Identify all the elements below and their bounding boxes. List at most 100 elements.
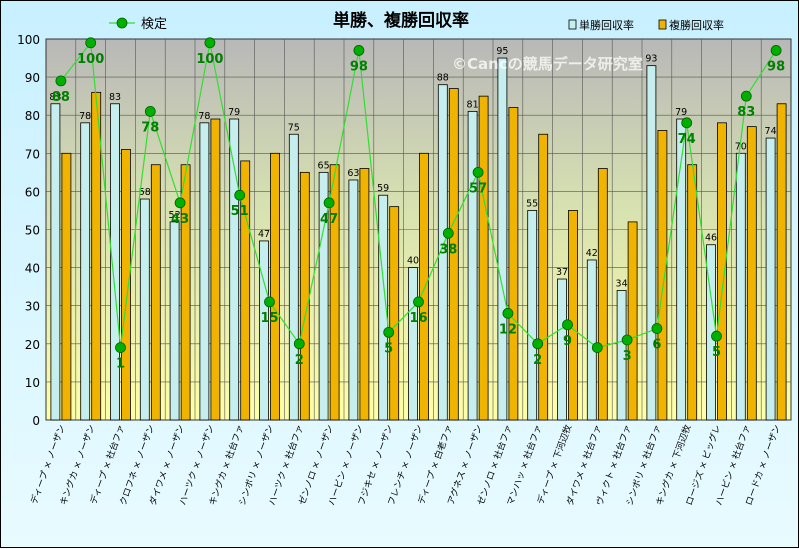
legend-swatch — [658, 19, 667, 30]
kentei-label: 78 — [141, 120, 159, 135]
kentei-label: 98 — [767, 59, 785, 74]
bar-tansho-label: 79 — [675, 107, 687, 118]
kentei-label: 3 — [623, 349, 632, 364]
bar-fukusho — [210, 118, 221, 421]
kentei-label: 38 — [439, 242, 457, 257]
y-tick-label: 90 — [25, 71, 40, 85]
bar-tansho-label: 83 — [109, 92, 121, 103]
bar-tansho — [586, 259, 597, 421]
bar-tansho-label: 55 — [526, 198, 538, 209]
bar-tansho-label: 58 — [139, 187, 151, 198]
kentei-marker — [740, 90, 752, 102]
kentei-marker — [383, 326, 395, 338]
y-tick-label: 70 — [25, 147, 40, 161]
bar-tansho — [735, 152, 746, 421]
bar-fukusho — [538, 133, 549, 421]
bar-tansho-label: 59 — [377, 183, 389, 194]
bar-fukusho — [508, 107, 519, 421]
bar-tansho-label: 81 — [467, 99, 479, 110]
kentei-marker — [413, 296, 424, 308]
bar-tansho-label: 74 — [765, 126, 777, 137]
y-tick-label: 10 — [25, 376, 40, 390]
y-axis: 0 10 20 30 40 50 60 70 80 90 100 — [17, 33, 40, 428]
bar-fukusho — [627, 221, 638, 421]
bar-tansho-label: 63 — [347, 168, 359, 179]
bar-fukusho — [568, 210, 578, 421]
kentei-marker — [681, 117, 693, 129]
bar-fukusho — [597, 168, 608, 421]
kentei-label: 9 — [563, 334, 572, 349]
kentei-marker — [115, 342, 126, 354]
bar-tansho — [288, 133, 299, 421]
kentei-marker — [174, 197, 186, 209]
bar-tansho-label: 40 — [407, 256, 419, 267]
kentei-label: 98 — [350, 59, 368, 74]
bar-tansho-label: 78 — [198, 111, 210, 122]
kentei-marker — [651, 323, 663, 334]
y-tick-label: 100 — [17, 33, 40, 47]
bar-fukusho — [359, 168, 370, 421]
bar-tansho — [676, 118, 687, 421]
bar-fukusho — [776, 103, 787, 421]
kentei-marker — [532, 338, 544, 350]
bar-tansho-label: 52 — [169, 210, 181, 221]
bar-fukusho — [270, 152, 280, 421]
bar-tansho — [169, 221, 180, 421]
bar-tansho — [259, 240, 269, 421]
kentei-label: 2 — [533, 353, 542, 368]
bar-fukusho — [91, 91, 102, 421]
kentei-marker — [562, 319, 573, 331]
legend-label: 検定 — [141, 17, 167, 32]
kentei-marker — [353, 45, 365, 56]
bar-tansho — [408, 267, 418, 421]
bar-tansho — [437, 84, 448, 421]
bar-tansho — [199, 122, 210, 421]
kentei-label: 100 — [196, 52, 223, 67]
kentei-label: 100 — [77, 52, 104, 67]
kentei-label: 1 — [116, 357, 125, 372]
bar-fukusho — [121, 149, 131, 421]
bar-fukusho — [299, 171, 310, 421]
bar-tansho-label: 83 — [49, 92, 61, 103]
bar-tansho — [616, 290, 627, 421]
y-tick-label: 30 — [25, 300, 40, 314]
bar-tansho — [50, 103, 61, 421]
kentei-marker — [770, 45, 782, 56]
bar-tansho-label: 78 — [79, 111, 91, 122]
legend: 検定 単勝回収率 複勝回収率 — [109, 17, 724, 32]
kentei-label: 5 — [384, 341, 393, 356]
legend-label: 単勝回収率 — [579, 18, 634, 32]
bar-fukusho — [657, 130, 668, 421]
bar-fukusho — [61, 152, 72, 421]
kentei-marker — [591, 342, 603, 354]
y-tick-label: 50 — [25, 224, 40, 238]
kentei-label: 74 — [678, 132, 696, 147]
kentei-marker — [502, 307, 514, 319]
bar-tansho — [557, 278, 567, 421]
bar-tansho — [467, 110, 478, 421]
bar-tansho-label: 46 — [705, 233, 717, 244]
bar-tansho-label: 34 — [616, 278, 628, 289]
kentei-marker — [144, 105, 156, 117]
kentei-line: 8810017843100511524798516385712293674583… — [52, 37, 785, 372]
bar-fukusho — [180, 164, 191, 421]
bar-tansho-label: 88 — [437, 73, 449, 84]
y-tick-label: 80 — [25, 109, 40, 123]
kentei-marker — [204, 37, 216, 49]
kentei-label: 12 — [499, 322, 517, 337]
bar-tansho-label: 65 — [318, 160, 330, 171]
kentei-label: 15 — [260, 311, 278, 326]
bar-tansho-label: 70 — [735, 141, 747, 152]
bar-tansho — [348, 179, 359, 421]
y-tick-label: 20 — [25, 338, 40, 352]
kentei-label: 83 — [737, 105, 755, 120]
bar-tansho — [765, 137, 776, 421]
kentei-marker — [264, 296, 275, 308]
bar-fukusho — [240, 160, 251, 421]
kentei-label: 16 — [409, 311, 427, 326]
bar-tansho-label: 79 — [228, 107, 240, 118]
kentei-marker — [323, 197, 335, 209]
